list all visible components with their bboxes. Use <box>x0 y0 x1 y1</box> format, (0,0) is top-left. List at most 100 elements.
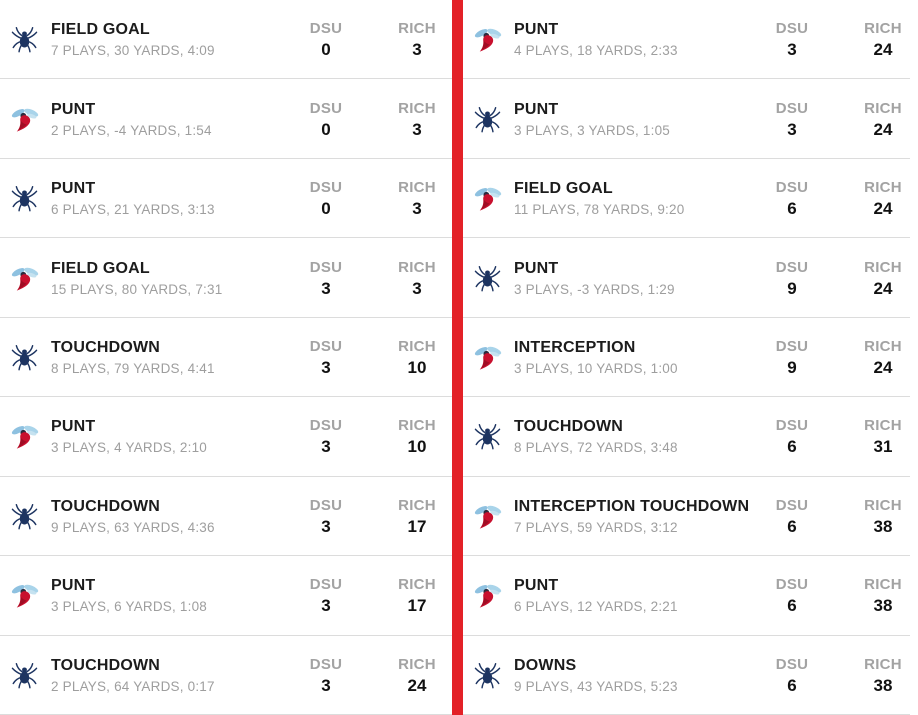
away-score-column: DSU 0 <box>298 178 354 219</box>
drive-result: TOUCHDOWN <box>51 656 161 674</box>
richmond-spider-icon <box>474 265 501 291</box>
home-team-label: RICH <box>864 576 902 594</box>
drive-details: 7 PLAYS, 30 YARDS, 4:09 <box>51 43 215 59</box>
drive-row[interactable]: PUNT 3 PLAYS, -3 YARDS, 1:29 DSU 9 RICH … <box>463 238 918 319</box>
richmond-spider-icon <box>11 662 38 689</box>
home-score: 24 <box>407 675 427 695</box>
delaware-state-hornet-icon <box>11 426 39 450</box>
drive-row[interactable]: TOUCHDOWN 2 PLAYS, 64 YARDS, 0:17 DSU 3 … <box>0 635 452 715</box>
home-team-label: RICH <box>864 496 902 514</box>
drive-row[interactable]: INTERCEPTION TOUCHDOWN 7 PLAYS, 59 YARDS… <box>463 476 918 557</box>
drive-details: 2 PLAYS, 64 YARDS, 0:17 <box>51 678 215 694</box>
drive-row[interactable]: PUNT 6 PLAYS, 12 YARDS, 2:21 DSU 6 RICH … <box>463 556 918 636</box>
home-team-label: RICH <box>864 655 902 673</box>
home-score: 3 <box>412 278 422 298</box>
drive-details: 3 PLAYS, 3 YARDS, 1:05 <box>514 122 670 138</box>
delaware-state-hornet-icon <box>474 29 502 52</box>
drive-row[interactable]: FIELD GOAL 7 PLAYS, 30 YARDS, 4:09 DSU 0… <box>0 0 452 80</box>
away-team-label: DSU <box>775 20 809 38</box>
away-team-label: DSU <box>309 20 343 38</box>
away-score: 3 <box>321 437 331 457</box>
delaware-state-hornet-icon <box>474 187 502 211</box>
away-score-column: DSU 9 <box>764 337 820 378</box>
away-team-label: DSU <box>775 99 809 117</box>
away-score: 3 <box>321 675 331 695</box>
drive-row[interactable]: FIELD GOAL 15 PLAYS, 80 YARDS, 7:31 DSU … <box>0 238 452 319</box>
drives-column-left: FIELD GOAL 7 PLAYS, 30 YARDS, 4:09 DSU 0… <box>0 0 452 715</box>
richmond-spider-icon <box>474 106 501 133</box>
away-team-label: DSU <box>775 179 809 197</box>
drive-details: 6 PLAYS, 21 YARDS, 3:13 <box>51 202 215 218</box>
drive-row[interactable]: TOUCHDOWN 9 PLAYS, 63 YARDS, 4:36 DSU 3 … <box>0 476 452 557</box>
home-score: 24 <box>873 40 893 60</box>
away-team-label: DSU <box>309 258 343 276</box>
richmond-spider-icon <box>11 186 38 212</box>
home-team-label: RICH <box>864 337 902 355</box>
home-score-column: RICH 24 <box>855 99 911 140</box>
home-score-column: RICH 10 <box>389 337 445 378</box>
away-score-column: DSU 0 <box>298 99 354 140</box>
drive-row[interactable]: TOUCHDOWN 8 PLAYS, 72 YARDS, 3:48 DSU 6 … <box>463 397 918 478</box>
away-score-column: DSU 6 <box>764 496 820 537</box>
home-score-column: RICH 3 <box>389 258 445 299</box>
drive-row[interactable]: INTERCEPTION 3 PLAYS, 10 YARDS, 1:00 DSU… <box>463 317 918 398</box>
drive-row[interactable]: PUNT 3 PLAYS, 4 YARDS, 2:10 DSU 3 RICH 1… <box>0 397 452 478</box>
home-team-label: RICH <box>864 417 902 435</box>
richmond-spider-icon <box>11 344 38 371</box>
delaware-state-hornet-icon <box>11 267 39 291</box>
away-score: 6 <box>787 516 797 536</box>
away-score: 0 <box>321 119 331 139</box>
drive-result: INTERCEPTION <box>514 338 636 356</box>
away-score: 0 <box>321 40 331 60</box>
drive-details: 2 PLAYS, -4 YARDS, 1:54 <box>51 122 212 138</box>
drive-details: 11 PLAYS, 78 YARDS, 9:20 <box>514 202 685 218</box>
richmond-spider-icon <box>474 662 501 689</box>
drive-row[interactable]: PUNT 4 PLAYS, 18 YARDS, 2:33 DSU 3 RICH … <box>463 0 918 80</box>
home-score: 24 <box>873 199 893 219</box>
home-team-label: RICH <box>398 258 436 276</box>
drive-row[interactable]: PUNT 3 PLAYS, 3 YARDS, 1:05 DSU 3 RICH 2… <box>463 79 918 160</box>
home-score-column: RICH 31 <box>855 416 911 457</box>
drive-details: 4 PLAYS, 18 YARDS, 2:33 <box>514 43 678 59</box>
drive-row[interactable]: PUNT 6 PLAYS, 21 YARDS, 3:13 DSU 0 RICH … <box>0 158 452 239</box>
home-score-column: RICH 3 <box>389 19 445 60</box>
home-score-column: RICH 17 <box>389 575 445 616</box>
away-score-column: DSU 3 <box>298 337 354 378</box>
away-score: 6 <box>787 596 797 616</box>
away-team-label: DSU <box>775 655 809 673</box>
home-team-label: RICH <box>398 337 436 355</box>
away-score-column: DSU 3 <box>298 655 354 696</box>
drive-details: 15 PLAYS, 80 YARDS, 7:31 <box>51 281 223 297</box>
drive-result: FIELD GOAL <box>51 21 150 39</box>
drive-details: 8 PLAYS, 72 YARDS, 3:48 <box>514 440 678 456</box>
away-team-label: DSU <box>309 417 343 435</box>
away-score: 3 <box>321 596 331 616</box>
home-team-label: RICH <box>398 496 436 514</box>
home-score-column: RICH 10 <box>389 416 445 457</box>
drive-result: PUNT <box>51 180 96 198</box>
drive-row[interactable]: FIELD GOAL 11 PLAYS, 78 YARDS, 9:20 DSU … <box>463 158 918 239</box>
drive-row[interactable]: PUNT 2 PLAYS, -4 YARDS, 1:54 DSU 0 RICH … <box>0 79 452 160</box>
home-team-label: RICH <box>398 417 436 435</box>
drive-details: 7 PLAYS, 59 YARDS, 3:12 <box>514 519 678 535</box>
richmond-spider-icon <box>11 503 38 530</box>
home-team-label: RICH <box>398 576 436 594</box>
home-score: 38 <box>873 675 893 695</box>
drive-row[interactable]: TOUCHDOWN 8 PLAYS, 79 YARDS, 4:41 DSU 3 … <box>0 317 452 398</box>
drive-row[interactable]: PUNT 3 PLAYS, 6 YARDS, 1:08 DSU 3 RICH 1… <box>0 556 452 636</box>
drives-column-right: PUNT 4 PLAYS, 18 YARDS, 2:33 DSU 3 RICH … <box>463 0 918 715</box>
home-score: 24 <box>873 119 893 139</box>
away-team-label: DSU <box>309 179 343 197</box>
home-score-column: RICH 38 <box>855 655 911 696</box>
drive-result: PUNT <box>514 577 559 595</box>
away-team-label: DSU <box>309 576 343 594</box>
home-team-label: RICH <box>864 99 902 117</box>
home-score-column: RICH 38 <box>855 496 911 537</box>
away-team-label: DSU <box>309 655 343 673</box>
away-team-label: DSU <box>775 417 809 435</box>
home-score-column: RICH 3 <box>389 99 445 140</box>
drive-result: PUNT <box>51 100 96 118</box>
away-score: 3 <box>321 357 331 377</box>
drive-row[interactable]: DOWNS 9 PLAYS, 43 YARDS, 5:23 DSU 6 RICH… <box>463 635 918 715</box>
home-score-column: RICH 24 <box>855 178 911 219</box>
